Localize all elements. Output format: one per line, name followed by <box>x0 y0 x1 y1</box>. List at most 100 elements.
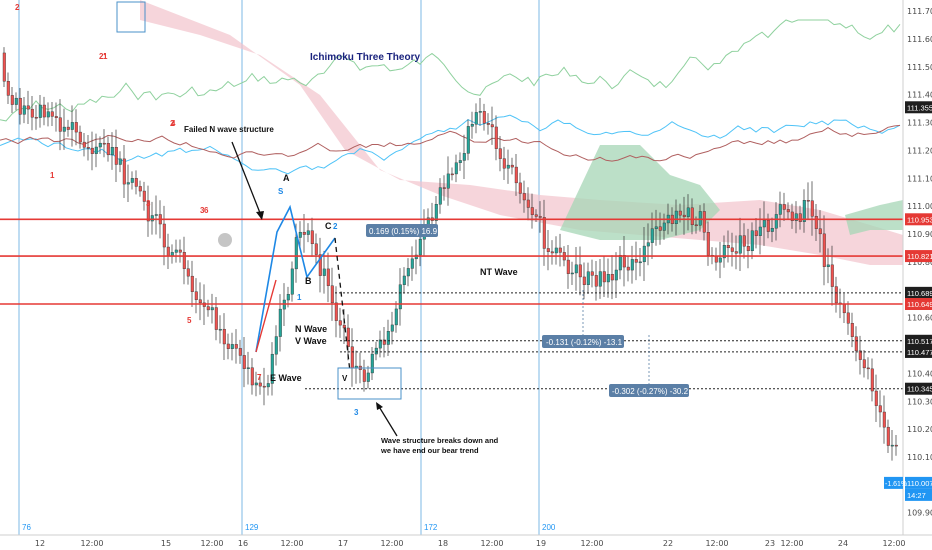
kumo-bearish <box>140 0 903 265</box>
candle-body-150 <box>602 271 606 283</box>
chart-title: Ichimoku Three Theory <box>310 52 420 63</box>
extra-badge-label-1: 14:27 <box>907 491 926 500</box>
candle-body-118 <box>474 112 478 125</box>
candle-body-194 <box>778 204 782 215</box>
price-badge-2 <box>905 250 932 263</box>
candle-body-153 <box>614 269 618 281</box>
candle-body-211 <box>846 312 850 324</box>
top-box <box>116 1 146 33</box>
time-tick-12: 22 <box>663 539 673 548</box>
candle-body-113 <box>454 162 458 175</box>
wave-point-A: A <box>283 173 290 183</box>
candle-body-205 <box>822 233 826 267</box>
measure-box-3-bg <box>609 384 689 397</box>
annotation-breakdown-1: Wave structure breaks down and <box>381 436 499 445</box>
price-badge-label-0: 111.355 <box>907 103 932 112</box>
candle-body-17 <box>70 122 74 130</box>
candle-body-171 <box>686 207 690 217</box>
candle-body-223 <box>894 444 898 447</box>
candle-body-219 <box>878 405 882 413</box>
arrow-failed-n <box>231 141 263 219</box>
time-tick-11: 12:00 <box>580 539 603 548</box>
time-tick-10: 19 <box>536 539 546 548</box>
candle-body-49 <box>198 299 202 304</box>
candle-body-19 <box>78 131 82 143</box>
candle-body-81 <box>326 268 330 286</box>
candle-body-212 <box>850 323 854 337</box>
price-badge-label-4: 110.649 <box>907 300 932 309</box>
time-tick-17: 12:00 <box>882 539 905 548</box>
candle-body-126 <box>506 164 510 169</box>
candle-body-145 <box>582 276 586 285</box>
candle-body-165 <box>662 222 666 231</box>
candle-body-13 <box>54 116 58 118</box>
wave-structure-line <box>255 204 336 353</box>
candle-body-127 <box>510 164 514 168</box>
candle-body-221 <box>886 426 890 446</box>
candle-body-80 <box>322 268 326 276</box>
candle-body-203 <box>814 216 818 229</box>
candle-body-188 <box>754 230 758 236</box>
candle-body-151 <box>606 274 610 283</box>
candle-body-136 <box>546 248 550 252</box>
wave-point-blue-3: 3 <box>354 408 359 417</box>
wave-point-labels: 1 2 3 1 2 3 4 5 6 7 2' A B C S V 1 2 3 <box>15 3 359 417</box>
candle-body-180 <box>722 245 726 259</box>
candle-body-1 <box>6 81 10 96</box>
candle-body-163 <box>654 226 658 229</box>
wave-point-V: V <box>342 374 348 383</box>
candle-body-147 <box>590 271 594 276</box>
time-tick-0: 12 <box>35 539 45 548</box>
price-tick-0: 111.700 <box>907 7 932 16</box>
candle-body-94 <box>378 339 382 349</box>
candle-body-0 <box>2 52 6 82</box>
candle-body-22 <box>90 147 94 154</box>
candle-body-72 <box>290 268 294 295</box>
candle-body-185 <box>742 235 746 247</box>
candle-body-141 <box>566 259 570 274</box>
measure-label-1: 0.169 (0.15%) 16.9 <box>369 227 438 236</box>
candle-body-192 <box>770 228 774 232</box>
price-badge-4 <box>905 298 932 311</box>
bar-marker-2: 129 <box>245 523 259 532</box>
candle-body-108 <box>434 204 438 221</box>
arrow-breakdown-head <box>376 402 383 410</box>
candle-body-87 <box>350 346 354 369</box>
candle-body-174 <box>698 211 702 226</box>
candle-body-148 <box>594 275 598 287</box>
candle-body-12 <box>50 111 54 117</box>
candle-body-214 <box>858 350 862 360</box>
candle-body-38 <box>154 214 158 216</box>
projection-line <box>334 237 351 373</box>
candle-body-93 <box>374 347 378 355</box>
candle-body-218 <box>874 390 878 406</box>
measure-label-3: -0.302 (-0.27%) -30.2 <box>612 387 689 396</box>
candle-body-74 <box>298 231 302 238</box>
price-tick-11: 110.600 <box>907 314 932 323</box>
candle-body-36 <box>146 201 150 222</box>
candle-body-129 <box>518 182 522 194</box>
candle-body-181 <box>726 245 730 249</box>
candle-body-134 <box>538 216 542 218</box>
candle-body-121 <box>486 123 490 125</box>
candle-body-186 <box>746 246 750 252</box>
candle-body-112 <box>450 173 454 176</box>
candle-body-155 <box>622 255 626 268</box>
wave-point-2prime: 2' <box>99 52 105 61</box>
candle-body-7 <box>30 108 34 118</box>
candle-body-27 <box>110 147 114 156</box>
wave-point-4: 4 <box>171 119 176 128</box>
candle-body-131 <box>526 199 530 208</box>
candle-body-4 <box>18 97 22 115</box>
candle-body-14 <box>58 117 62 132</box>
candle-body-78 <box>314 243 318 255</box>
price-badge-label-7: 110.345 <box>907 385 932 394</box>
price-badge-label-2: 110.821 <box>907 252 932 261</box>
candle-body-8 <box>34 116 38 119</box>
bar-marker-4: 200 <box>542 523 556 532</box>
candle-body-172 <box>690 207 694 226</box>
candle-body-32 <box>130 178 134 183</box>
bar-marker-1: 76 <box>22 523 31 532</box>
candle-body-53 <box>214 307 218 330</box>
